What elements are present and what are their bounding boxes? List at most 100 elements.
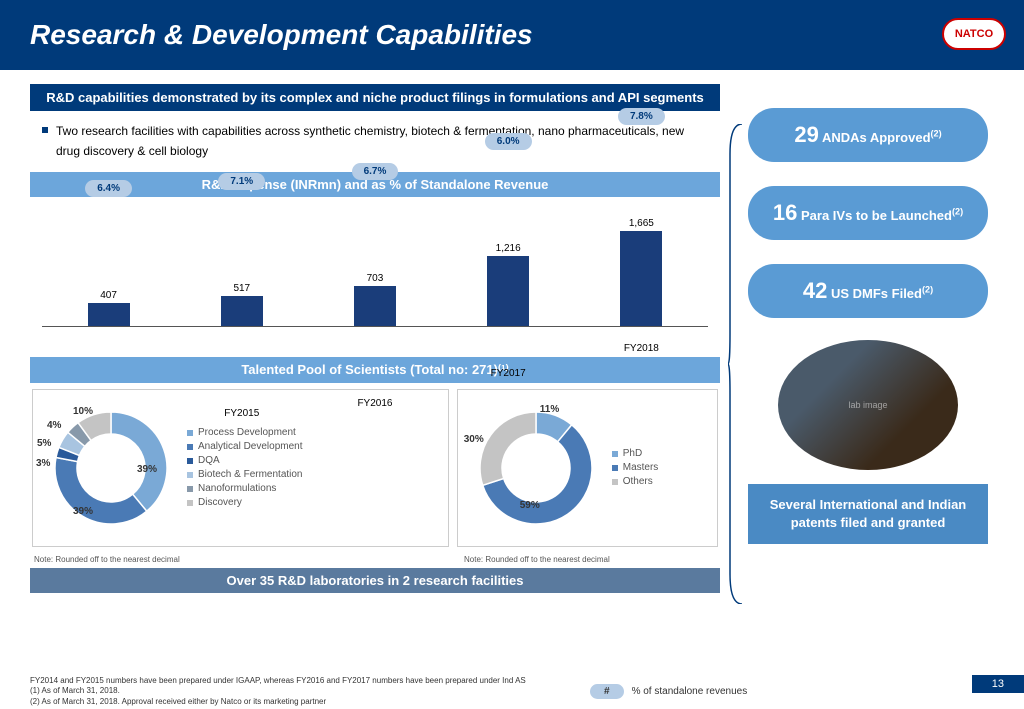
legend-item: Process Development — [187, 427, 303, 438]
legend-item: Others — [612, 476, 659, 487]
legend-swatch — [187, 430, 193, 436]
bar — [487, 256, 529, 325]
footer-notes: FY2014 and FY2015 numbers have been prep… — [30, 676, 590, 707]
header: Research & Development Capabilities NATC… — [0, 0, 1024, 70]
note-1: Note: Rounded off to the nearest decimal — [30, 553, 460, 566]
segment-label: 39% — [137, 464, 157, 475]
segment-label: 11% — [540, 404, 559, 415]
legend-swatch — [612, 451, 618, 457]
bottom-bar: Over 35 R&D laboratories in 2 research f… — [30, 568, 720, 593]
legend-label: Discovery — [198, 497, 242, 508]
legend-label: DQA — [198, 455, 220, 466]
bracket-icon — [728, 124, 742, 604]
stat-pill: 42 US DMFs Filed(2) — [748, 264, 988, 318]
stat-number: 16 — [773, 200, 797, 225]
legend-label: Nanoformulations — [198, 483, 276, 494]
bar-value: 517 — [233, 283, 250, 294]
legend-label: Process Development — [198, 427, 296, 438]
lab-photo: lab image — [778, 340, 958, 470]
page-title: Research & Development Capabilities — [30, 19, 533, 51]
stat-pill: 29 ANDAs Approved(2) — [748, 108, 988, 162]
bar-value: 703 — [367, 273, 384, 284]
stat-sup: (2) — [931, 129, 942, 139]
legend-item: DQA — [187, 455, 303, 466]
bar-label: FY2016 — [357, 398, 392, 409]
stat-number: 29 — [794, 122, 818, 147]
pct-pill: 7.8% — [618, 108, 665, 125]
stat-sup: (2) — [922, 285, 933, 295]
talent-title: Talented Pool of Scientists (Total no: 2… — [30, 357, 720, 383]
pct-pill: 6.0% — [485, 133, 532, 150]
legend-label: Masters — [623, 462, 659, 473]
logo: NATCO — [942, 18, 1006, 50]
legend-swatch — [612, 465, 618, 471]
legend-item: Analytical Development — [187, 441, 303, 452]
legend-item: PhD — [612, 448, 659, 459]
bar — [221, 296, 263, 325]
stat-text: ANDAs Approved — [819, 130, 931, 145]
segment-label: 4% — [47, 420, 61, 431]
bar — [620, 231, 662, 326]
legend-swatch — [187, 500, 193, 506]
bar-value: 1,665 — [629, 218, 654, 229]
bar-group: 7.1% 517 FY2015 — [192, 283, 292, 325]
donut-2-legend: PhD Masters Others — [612, 445, 659, 490]
stat-pill: 16 Para IVs to be Launched(2) — [748, 186, 988, 240]
pct-pill: 6.7% — [352, 163, 399, 180]
page-number: 13 — [972, 675, 1024, 693]
legend-swatch — [187, 458, 193, 464]
subtitle: R&D capabilities demonstrated by its com… — [30, 84, 720, 111]
donut-1-legend: Process Development Analytical Developmen… — [187, 424, 303, 511]
segment-label: 39% — [73, 506, 93, 517]
info-box: Several International and Indian patents… — [748, 484, 988, 544]
main-content: R&D capabilities demonstrated by its com… — [0, 70, 1024, 593]
bar-group: 6.0% 1,216 FY2017 — [458, 243, 558, 325]
segment-label: 10% — [73, 406, 93, 417]
legend-label: Others — [623, 476, 653, 487]
key-pill: # — [590, 684, 624, 699]
bar — [88, 303, 130, 326]
legend-swatch — [612, 479, 618, 485]
note-2: Note: Rounded off to the nearest decimal — [460, 553, 614, 566]
bullet-icon — [42, 127, 48, 133]
bar-group: 6.4% 407 FY2014 — [59, 290, 159, 326]
bar-group: 6.7% 703 FY2016 — [325, 273, 425, 326]
legend-label: Biotech & Fermentation — [198, 469, 303, 480]
bar-group: 7.8% 1,665 FY2018 — [591, 218, 691, 326]
legend-label: Analytical Development — [198, 441, 303, 452]
legend-item: Nanoformulations — [187, 483, 303, 494]
legend-label: PhD — [623, 448, 642, 459]
bullet-text: Two research facilities with capabilitie… — [56, 121, 708, 162]
legend-swatch — [187, 444, 193, 450]
footer: FY2014 and FY2015 numbers have been prep… — [30, 676, 1024, 707]
right-column: 29 ANDAs Approved(2)16 Para IVs to be La… — [738, 84, 998, 593]
left-column: R&D capabilities demonstrated by its com… — [30, 84, 720, 593]
legend-swatch — [187, 486, 193, 492]
pct-pill: 6.4% — [85, 180, 132, 197]
bar-label: FY2015 — [224, 408, 259, 419]
stat-text: US DMFs Filed — [827, 286, 922, 301]
pct-pill: 7.1% — [218, 173, 265, 190]
stat-text: Para IVs to be Launched — [797, 208, 952, 223]
legend-item: Discovery — [187, 497, 303, 508]
segment-label: 30% — [464, 434, 484, 445]
footer-key: # % of standalone revenues — [590, 684, 747, 699]
key-text: % of standalone revenues — [632, 686, 748, 697]
legend-swatch — [187, 472, 193, 478]
donut-chart-2: 11% 59% 30% — [466, 398, 606, 538]
segment-label: 59% — [520, 500, 540, 511]
bar-label: FY2017 — [491, 368, 526, 379]
bar-label: FY2018 — [624, 343, 659, 354]
segment-label: 3% — [36, 458, 50, 469]
donut-2-box: 11% 59% 30% PhD Masters Others — [457, 389, 718, 547]
legend-item: Masters — [612, 462, 659, 473]
bar-chart: 6.4% 407 FY2014 7.1% 517 FY2015 6.7% 703… — [30, 197, 720, 357]
bar-value: 407 — [100, 290, 117, 301]
bar-value: 1,216 — [496, 243, 521, 254]
stat-number: 42 — [803, 278, 827, 303]
legend-item: Biotech & Fermentation — [187, 469, 303, 480]
stat-sup: (2) — [952, 207, 963, 217]
notes-row: Note: Rounded off to the nearest decimal… — [30, 553, 720, 566]
donut-chart-1: 39%39%3%5%4%10% — [41, 398, 181, 538]
bar — [354, 286, 396, 326]
